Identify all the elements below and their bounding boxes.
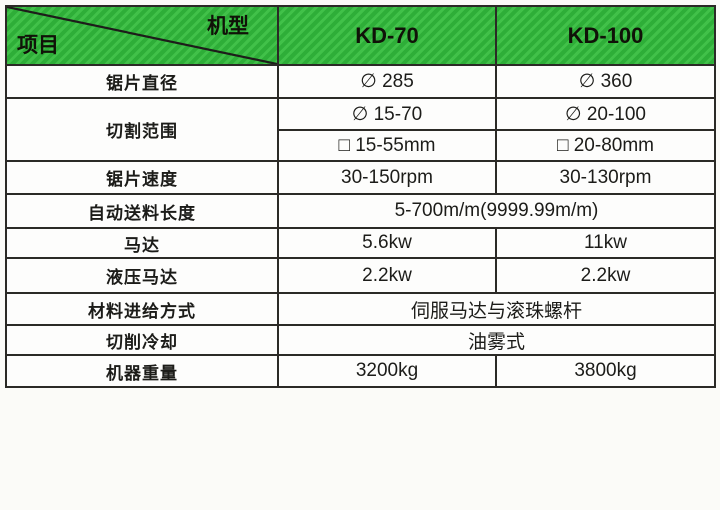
value-cutting-range-square-kd70: □ 15-55mm xyxy=(277,129,497,162)
header-row: 机型 项目 KD-70 KD-100 xyxy=(5,5,716,66)
value-machine-weight-kd70: 3200kg xyxy=(277,354,497,388)
value-cutting-coolant: 油雾式 xyxy=(277,324,716,356)
value-cutting-range-round-kd100: ∅ 20-100 xyxy=(495,97,716,131)
row-label-material-feed-method: 材料进给方式 xyxy=(5,292,279,326)
header-item-label: 项目 xyxy=(17,34,59,57)
value-cutting-range-square-kd100: □ 20-80mm xyxy=(495,129,716,162)
row-label-hydraulic-motor: 液压马达 xyxy=(5,257,279,294)
machine-spec-table: 机型 项目 KD-70 KD-100 锯片直径 ∅ 285 ∅ 360 切割范围… xyxy=(5,5,716,388)
header-model-label: 机型 xyxy=(207,15,249,38)
value-saw-blade-speed-kd70: 30-150rpm xyxy=(277,160,497,195)
row-machine-weight: 机器重量 3200kg 3800kg xyxy=(5,354,716,388)
row-cutting-range-round: 切割范围 ∅ 15-70 ∅ 20-100 xyxy=(5,97,716,162)
row-cutting-coolant: 切削冷却 油雾式 xyxy=(5,324,716,356)
value-hydraulic-motor-kd100: 2.2kw xyxy=(495,257,716,294)
column-header-kd100: KD-100 xyxy=(495,5,716,66)
value-material-feed-method: 伺服马达与滚珠螺杆 xyxy=(277,292,716,326)
value-hydraulic-motor-kd70: 2.2kw xyxy=(277,257,497,294)
row-saw-blade-diameter: 锯片直径 ∅ 285 ∅ 360 xyxy=(5,64,716,99)
row-motor: 马达 5.6kw 11kw xyxy=(5,227,716,259)
value-saw-blade-speed-kd100: 30-130rpm xyxy=(495,160,716,195)
value-auto-feed-length: 5-700m/m(9999.99m/m) xyxy=(277,193,716,229)
row-label-saw-blade-speed: 锯片速度 xyxy=(5,160,279,195)
header-item-model-cell: 机型 项目 xyxy=(5,5,279,66)
value-motor-kd70: 5.6kw xyxy=(277,227,497,259)
value-machine-weight-kd100: 3800kg xyxy=(495,354,716,388)
column-header-kd70: KD-70 xyxy=(277,5,497,66)
row-saw-blade-speed: 锯片速度 30-150rpm 30-130rpm xyxy=(5,160,716,195)
row-label-motor: 马达 xyxy=(5,227,279,259)
row-label-cutting-range: 切割范围 xyxy=(5,97,279,162)
row-label-cutting-coolant: 切削冷却 xyxy=(5,324,279,356)
value-cutting-range-round-kd70: ∅ 15-70 xyxy=(277,97,497,131)
row-label-auto-feed-length: 自动送料长度 xyxy=(5,193,279,229)
row-material-feed-method: 材料进给方式 伺服马达与滚珠螺杆 xyxy=(5,292,716,326)
diagonal-divider-line xyxy=(7,7,277,64)
row-label-saw-blade-diameter: 锯片直径 xyxy=(5,64,279,99)
value-saw-blade-diameter-kd70: ∅ 285 xyxy=(277,64,497,99)
value-motor-kd100: 11kw xyxy=(495,227,716,259)
row-cutting-range-square: □ 15-55mm □ 20-80mm xyxy=(6,129,716,162)
row-hydraulic-motor: 液压马达 2.2kw 2.2kw xyxy=(5,257,716,294)
value-saw-blade-diameter-kd100: ∅ 360 xyxy=(495,64,716,99)
row-label-machine-weight: 机器重量 xyxy=(5,354,279,388)
row-auto-feed-length: 自动送料长度 5-700m/m(9999.99m/m) xyxy=(5,193,716,229)
